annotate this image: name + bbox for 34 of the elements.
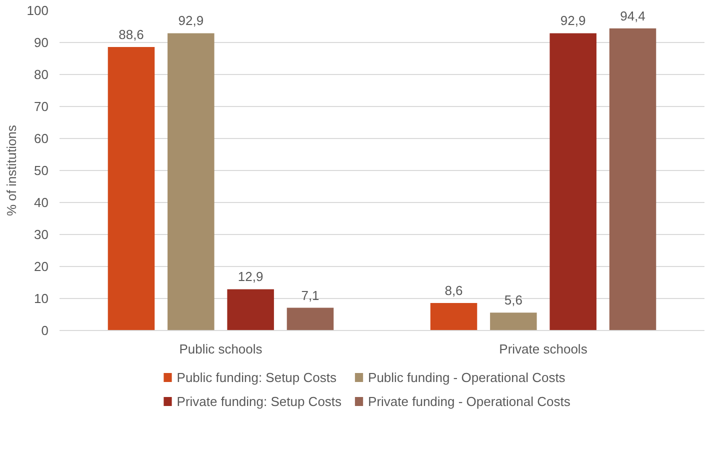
- x-tick-label: Private schools: [499, 342, 588, 356]
- x-tick-label: Public schools: [179, 342, 263, 356]
- legend-label: Public funding: Setup Costs: [176, 370, 337, 385]
- data-label: 88,6: [118, 26, 144, 42]
- legend-label: Private funding - Operational Costs: [368, 394, 571, 409]
- data-label: 5,6: [504, 292, 522, 308]
- y-tick-label: 80: [34, 67, 49, 82]
- bar: [550, 33, 596, 330]
- bar: [609, 28, 656, 330]
- data-label: 94,4: [620, 8, 646, 24]
- y-tick-label: 10: [34, 291, 49, 306]
- y-tick-label: 0: [41, 323, 49, 338]
- y-axis-title: % of institutions: [4, 124, 19, 216]
- y-tick-label: 30: [34, 227, 49, 242]
- bar: [490, 312, 537, 330]
- y-tick-label: 50: [34, 163, 49, 178]
- y-tick-label: 90: [34, 35, 49, 50]
- y-tick-label: 60: [34, 131, 49, 146]
- y-tick-label: 70: [34, 99, 49, 114]
- bar: [227, 289, 274, 330]
- y-tick-label: 100: [26, 3, 49, 18]
- data-label: 8,6: [444, 282, 463, 298]
- bar: [286, 308, 334, 330]
- data-label: 92,9: [560, 13, 586, 28]
- data-label: 92,9: [178, 13, 204, 28]
- bar: [168, 33, 214, 330]
- data-label: 7,1: [301, 288, 320, 303]
- legend-label: Public funding - Operational Costs: [368, 370, 566, 385]
- y-tick-label: 20: [34, 259, 49, 274]
- y-tick-label: 40: [34, 195, 49, 210]
- bar: [430, 302, 478, 330]
- legend-label: Private funding: Setup Costs: [176, 394, 342, 409]
- data-label: 12,9: [238, 269, 264, 284]
- bar: [108, 46, 155, 330]
